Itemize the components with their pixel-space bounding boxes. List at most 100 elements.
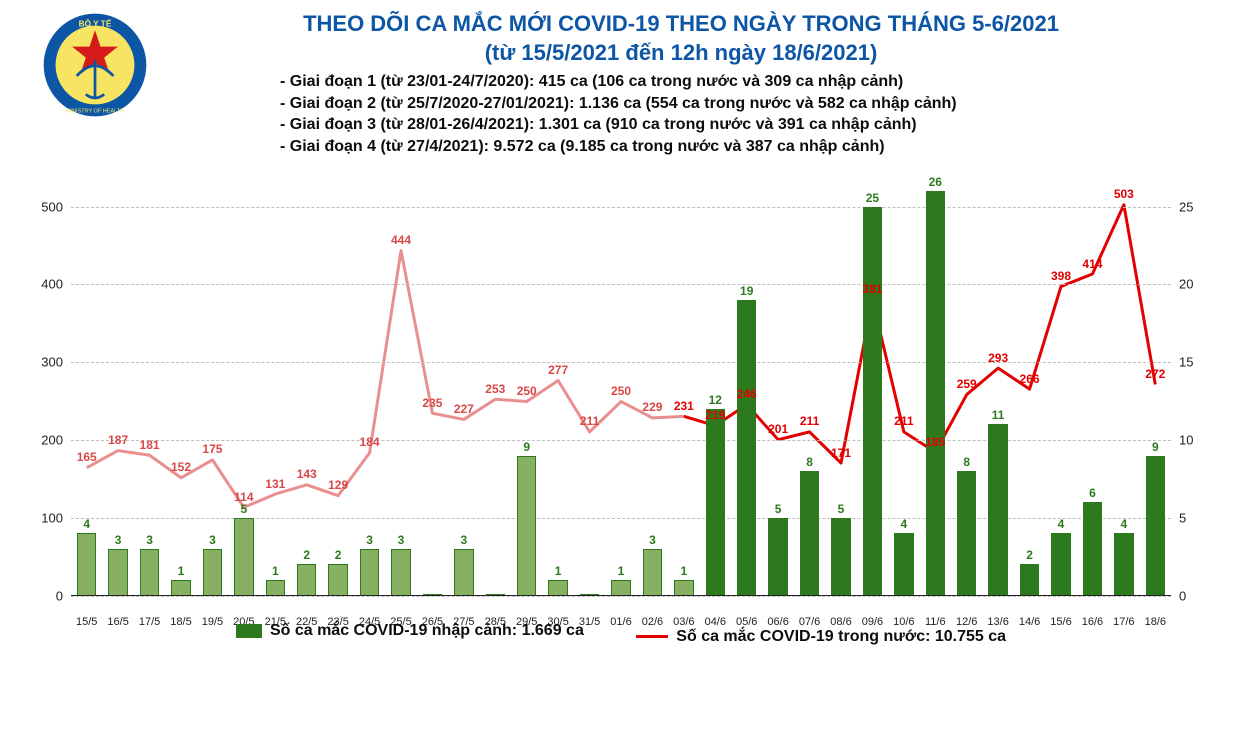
line-value-label: 259	[957, 377, 977, 391]
bar	[391, 549, 410, 596]
line-value-label: 171	[831, 446, 851, 460]
bar-value-label: 5	[838, 502, 845, 516]
bar-value-label: 1	[618, 564, 625, 578]
bar	[108, 549, 127, 596]
bar	[203, 549, 222, 596]
line-value-label: 277	[548, 363, 568, 377]
line-value-label: 235	[422, 396, 442, 410]
y-left-tick: 500	[41, 199, 63, 214]
bar	[360, 549, 379, 596]
legend-line-label: Số ca mắc COVID-19 trong nước: 10.755 ca	[676, 628, 1006, 646]
line-value-label: 152	[171, 461, 191, 475]
bar-value-label: 8	[806, 455, 813, 469]
bar	[1020, 564, 1039, 595]
line-value-label: 266	[1020, 372, 1040, 386]
line-value-label: 211	[800, 415, 819, 429]
y-right-tick: 20	[1179, 277, 1193, 292]
bar	[768, 518, 787, 596]
line-value-label: 114	[234, 490, 253, 504]
bar	[140, 549, 159, 596]
bar	[988, 424, 1007, 595]
y-axis-left: 0100200300400500	[31, 176, 67, 596]
bar-value-label: 4	[1121, 517, 1128, 531]
bar	[674, 580, 693, 596]
bar	[77, 533, 96, 595]
bar-value-label: 3	[649, 533, 656, 547]
chart-title: THEO DÕI CA MẮC MỚI COVID-19 THEO NGÀY T…	[140, 10, 1222, 67]
bar	[454, 549, 473, 596]
bar	[831, 518, 850, 596]
stage-3: - Giai đoạn 3 (từ 28/01-26/4/2021): 1.30…	[280, 114, 1222, 136]
bar	[643, 549, 662, 596]
legend-bar-label: Số ca mắc COVID-19 nhập cảnh: 1.669 ca	[270, 622, 584, 640]
bar-value-label: 3	[146, 533, 153, 547]
line-value-label: 231	[674, 399, 694, 413]
bar	[863, 207, 882, 596]
bar-value-label: 4	[901, 517, 908, 531]
title-line-2: (từ 15/5/2021 đến 12h ngày 18/6/2021)	[140, 39, 1222, 68]
line-value-label: 503	[1114, 188, 1134, 202]
chart-area: 0100200300400500 0510152025 433135122333…	[31, 166, 1211, 646]
bar-value-label: 3	[209, 533, 216, 547]
line-value-label: 201	[768, 422, 788, 436]
legend-bar-swatch	[236, 624, 262, 638]
bar	[266, 580, 285, 596]
legend-bars: Số ca mắc COVID-19 nhập cảnh: 1.669 ca	[236, 622, 584, 640]
line-value-label: 185	[925, 435, 945, 449]
bar-value-label: 3	[461, 533, 468, 547]
legend: Số ca mắc COVID-19 nhập cảnh: 1.669 ca S…	[31, 622, 1211, 646]
line-value-label: 398	[1051, 269, 1071, 283]
bar	[297, 564, 316, 595]
line-value-label: 181	[140, 438, 160, 452]
line-value-label: 227	[454, 402, 474, 416]
svg-text:MINISTRY OF HEALTH: MINISTRY OF HEALTH	[66, 109, 124, 115]
y-right-tick: 5	[1179, 510, 1186, 525]
line-value-label: 211	[580, 415, 599, 429]
line-value-label: 250	[517, 384, 537, 398]
line-value-label: 253	[485, 382, 505, 396]
bar	[234, 518, 253, 596]
bar-value-label: 6	[1089, 486, 1096, 500]
bar	[1083, 502, 1102, 595]
y-left-tick: 300	[41, 355, 63, 370]
line-value-label: 414	[1082, 257, 1102, 271]
y-right-tick: 15	[1179, 355, 1193, 370]
bar-value-label: 1	[681, 564, 688, 578]
bar-value-label: 3	[115, 533, 122, 547]
bar-value-label: 9	[1152, 440, 1159, 454]
bar	[548, 580, 567, 596]
bar	[957, 471, 976, 595]
legend-line-swatch	[636, 635, 668, 638]
bar-value-label: 8	[963, 455, 970, 469]
plot-area: 4331351223339113112195852542681124649165…	[71, 176, 1171, 596]
bar-value-label: 2	[303, 548, 310, 562]
bar-value-label: 3	[366, 533, 373, 547]
bar-value-label: 4	[83, 517, 90, 531]
bar	[1114, 533, 1133, 595]
svg-text:BỘ Y TẾ: BỘ Y TẾ	[79, 18, 112, 29]
bar	[1146, 456, 1165, 596]
bar-value-label: 5	[775, 502, 782, 516]
y-left-tick: 0	[56, 588, 63, 603]
bar-value-label: 3	[398, 533, 405, 547]
bar	[1051, 533, 1070, 595]
bar-value-label: 11	[992, 408, 1005, 422]
bar-value-label: 25	[866, 191, 879, 205]
line-value-label: 381	[862, 282, 882, 296]
bar	[171, 580, 190, 596]
y-left-tick: 200	[41, 433, 63, 448]
line-value-label: 250	[611, 384, 631, 398]
title-line-1: THEO DÕI CA MẮC MỚI COVID-19 THEO NGÀY T…	[140, 10, 1222, 39]
y-right-tick: 10	[1179, 433, 1193, 448]
stage-4: - Giai đoạn 4 (từ 27/4/2021): 9.572 ca (…	[280, 136, 1222, 158]
bar-value-label: 1	[178, 564, 185, 578]
bar	[800, 471, 819, 595]
y-axis-right: 0510152025	[1175, 176, 1211, 596]
line-value-label: 293	[988, 351, 1008, 365]
line-value-label: 184	[360, 436, 380, 450]
bar	[328, 564, 347, 595]
bar-value-label: 1	[272, 564, 279, 578]
chart-container: BỘ Y TẾ MINISTRY OF HEALTH THEO DÕI CA M…	[0, 0, 1242, 742]
legend-line: Số ca mắc COVID-19 trong nước: 10.755 ca	[636, 628, 1006, 646]
y-right-tick: 25	[1179, 199, 1193, 214]
